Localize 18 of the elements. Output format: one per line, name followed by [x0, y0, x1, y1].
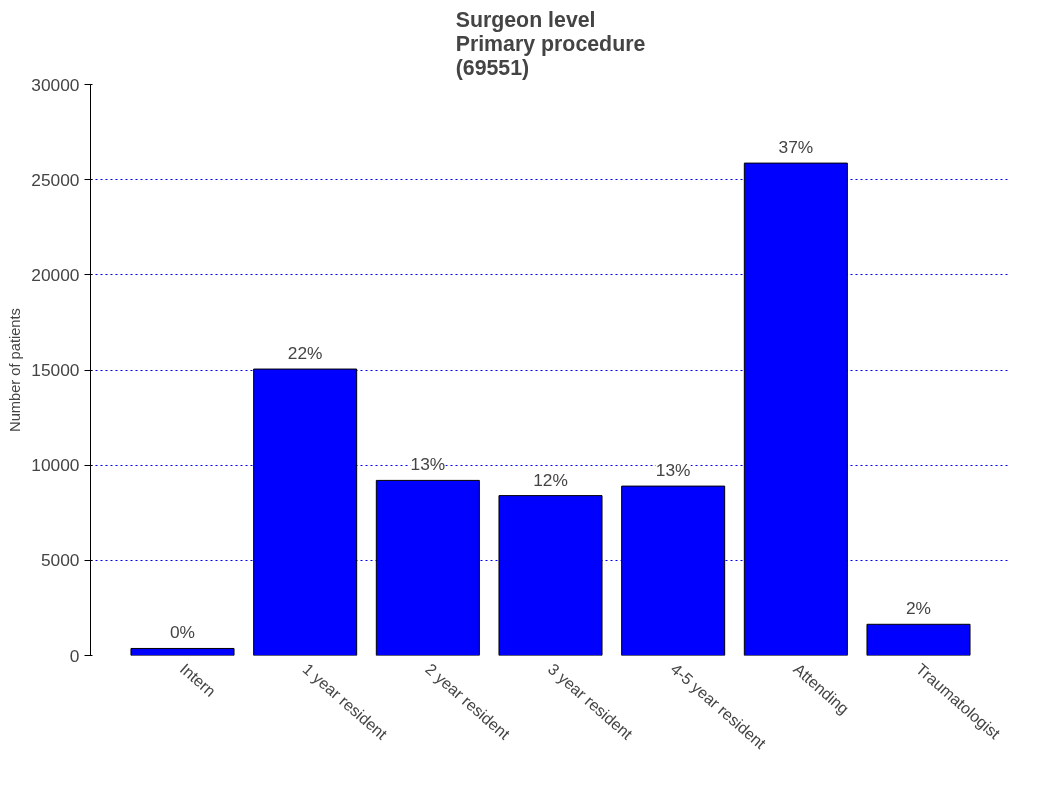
y-tick-label: 15000	[31, 360, 80, 380]
y-axis-title: Number of patients	[7, 308, 24, 432]
y-tick-label: 25000	[31, 169, 80, 190]
annotation: 13%	[655, 460, 691, 481]
bar	[130, 647, 235, 656]
annotation: 12%	[533, 469, 568, 490]
annotation: 37%	[778, 137, 814, 158]
annotation: 0%	[169, 622, 196, 643]
chart-title: Surgeon level Primary procedure (69551)	[455, 7, 646, 80]
annotation: 2%	[905, 598, 932, 619]
y-tick-label: 5000	[40, 550, 80, 571]
y-tick-label: 20000	[31, 264, 80, 285]
annotation: 22%	[287, 343, 323, 364]
y-tick-label: 30000	[31, 74, 80, 95]
annotation: 13%	[410, 454, 446, 475]
bar	[866, 623, 971, 656]
y-tick-label: 10000	[31, 455, 80, 476]
y-tick-label: 0	[69, 645, 80, 666]
